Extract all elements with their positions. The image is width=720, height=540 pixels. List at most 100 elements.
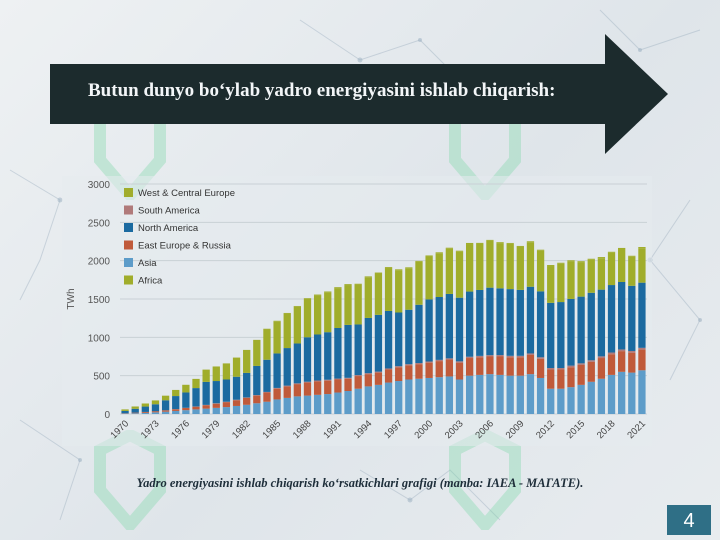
bar-segment — [638, 282, 646, 348]
bar-segment — [313, 394, 322, 414]
bar-segment — [263, 391, 271, 393]
bar-segment — [405, 379, 413, 414]
y-tick-label: 2500 — [88, 218, 111, 229]
bar-segment — [536, 358, 545, 378]
bar-segment — [344, 285, 352, 325]
bar-segment — [374, 371, 383, 373]
bar-segment — [526, 354, 535, 375]
bar-segment — [273, 388, 281, 400]
bar-segment — [232, 357, 241, 377]
bar-segment — [395, 366, 403, 368]
bar-segment — [151, 411, 160, 413]
bar-segment — [182, 408, 190, 411]
legend-label: West & Central Europe — [138, 188, 235, 199]
bar-segment — [455, 361, 464, 363]
page-number: 4 — [667, 505, 711, 535]
bar-segment — [597, 378, 606, 414]
bar-segment — [202, 381, 210, 405]
bar-segment — [597, 289, 606, 357]
bar-segment — [243, 372, 251, 398]
bar-segment — [516, 289, 524, 356]
bar-segment — [465, 242, 474, 245]
bar-segment — [344, 377, 352, 379]
bar-segment — [374, 372, 383, 385]
bar-segment — [395, 270, 403, 313]
bar-segment — [405, 364, 413, 366]
bar-segment — [607, 354, 616, 375]
bar-segment — [435, 361, 443, 378]
bar-segment — [263, 401, 271, 414]
bar-segment — [526, 286, 535, 354]
bar-segment — [506, 355, 514, 358]
bar-segment — [618, 249, 626, 282]
bar-segment — [253, 403, 261, 414]
bar-segment — [567, 365, 575, 368]
chart-caption: Yadro energiyasini ishlab chiqarish ko‘r… — [136, 476, 584, 490]
bar-segment — [182, 392, 190, 408]
bar-segment — [567, 260, 575, 262]
bar-segment — [435, 253, 443, 298]
bar-segment — [465, 358, 474, 376]
slide-title: Butun dunyo bo‘ylab yadro energiyasini i… — [88, 80, 556, 101]
bar-segment — [364, 317, 372, 374]
bar-segment — [597, 356, 606, 359]
bar-segment — [445, 376, 454, 414]
bar-segment — [597, 258, 606, 290]
bar-segment — [263, 329, 271, 360]
bar-segment — [141, 411, 149, 413]
bar-segment — [354, 375, 362, 377]
bar-segment — [172, 409, 180, 411]
bar-segment — [324, 291, 332, 293]
bar-segment — [303, 382, 312, 396]
bar-segment — [192, 409, 200, 414]
x-tick-label: 1994 — [352, 418, 375, 441]
bar-segment — [141, 406, 149, 412]
bar-segment — [384, 369, 393, 383]
bar-segment — [334, 392, 342, 414]
bar-segment — [354, 284, 362, 325]
bar-segment — [638, 247, 646, 249]
bar-segment — [587, 360, 595, 362]
x-tick-label: 1979 — [200, 418, 223, 441]
legend-label: North America — [138, 223, 199, 234]
bar-segment — [516, 375, 524, 414]
bar-segment — [516, 357, 524, 376]
bar-segment — [303, 395, 312, 414]
bar-segment — [516, 246, 524, 290]
bar-segment — [455, 251, 464, 298]
bar-segment — [547, 266, 555, 303]
bar-segment — [628, 350, 636, 353]
bar-segment — [526, 353, 535, 355]
bar-segment — [324, 380, 332, 395]
stacked-bar-chart: 0 500 1000 1500 2000 2500 3000 TWh 1970 1973 1976 1… — [66, 180, 648, 441]
bar-segment — [607, 252, 616, 286]
bar-segment — [547, 265, 555, 267]
bar-segment — [273, 321, 281, 354]
bar-segment — [618, 351, 626, 372]
bar-segment — [425, 377, 433, 414]
bar-segment — [243, 404, 251, 414]
bar-segment — [232, 400, 241, 406]
bar-segment — [253, 339, 261, 366]
bar-segment — [547, 368, 555, 370]
bar-segment — [232, 405, 241, 414]
bar-segment — [243, 397, 251, 405]
bar-segment — [597, 358, 606, 379]
bar-segment — [222, 402, 231, 408]
bar-segment — [526, 241, 535, 243]
bar-segment — [344, 378, 352, 391]
bar-segment — [506, 243, 514, 290]
bar-segment — [334, 287, 342, 289]
x-tick-label: 2009 — [504, 418, 527, 441]
x-tick-label: 2018 — [595, 418, 618, 441]
bar-segment — [405, 268, 413, 310]
bar-segment — [253, 395, 261, 396]
bar-segment — [131, 412, 139, 414]
bar-segment — [557, 368, 565, 370]
bar-segment — [526, 374, 535, 414]
x-tick-label: 2000 — [413, 418, 436, 441]
y-tick-label: 500 — [93, 372, 110, 383]
y-tick-label: 1000 — [88, 333, 111, 344]
bar-segment — [445, 293, 454, 359]
bar-segment — [607, 285, 616, 353]
